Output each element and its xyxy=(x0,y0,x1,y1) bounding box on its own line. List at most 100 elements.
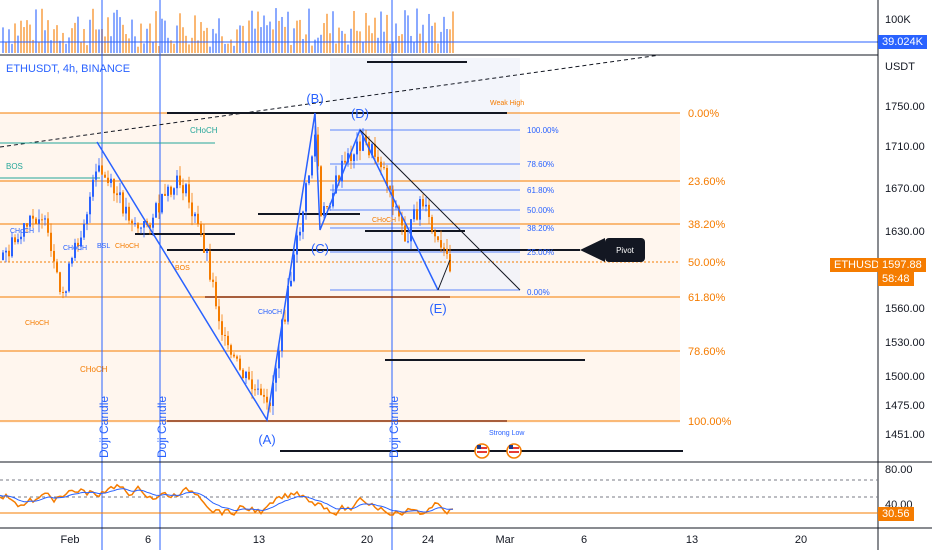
candle-body xyxy=(311,156,313,176)
volume-bar xyxy=(188,44,190,53)
candle-body xyxy=(119,192,121,196)
volume-bar xyxy=(419,33,421,53)
candle-body xyxy=(89,196,91,215)
volume-bar xyxy=(434,22,436,53)
candle-body xyxy=(71,257,73,264)
candle-body xyxy=(422,199,424,207)
candle-body xyxy=(182,185,184,194)
us-flag-icon[interactable] xyxy=(474,443,490,459)
candle-body xyxy=(65,291,67,293)
current-price-badge: 1597.88 xyxy=(878,258,926,272)
candle-body xyxy=(305,183,307,212)
volume-bar xyxy=(254,28,256,53)
candle-body xyxy=(380,161,382,168)
candle-body xyxy=(374,144,376,157)
volume-bar xyxy=(230,39,232,53)
candle-body xyxy=(107,177,109,183)
candle-body xyxy=(338,175,340,182)
volume-bar xyxy=(353,10,355,54)
volume-bar xyxy=(179,13,181,53)
volume-bar xyxy=(275,8,277,53)
candle-body xyxy=(113,178,115,194)
volume-bar xyxy=(59,40,61,53)
candle-body xyxy=(131,220,133,224)
candle-body xyxy=(416,209,418,220)
candle-body xyxy=(23,223,25,237)
candle-body xyxy=(44,218,46,220)
volume-bar xyxy=(281,16,283,53)
candle-body xyxy=(41,219,43,221)
volume-bar xyxy=(23,27,25,53)
candle-body xyxy=(386,167,388,186)
candle-body xyxy=(236,356,238,359)
inner-fib-382: 38.20% xyxy=(527,224,554,233)
volume-bar xyxy=(332,11,334,54)
symbol-title[interactable]: ETHUSDT, 4h, BINANCE xyxy=(6,63,131,75)
candle-body xyxy=(125,206,127,214)
volume-bar xyxy=(140,23,142,53)
candle-body xyxy=(314,134,316,157)
candle-body xyxy=(248,371,250,380)
volume-bar xyxy=(14,23,16,53)
wave-c-label: (C) xyxy=(311,241,329,256)
volume-bar xyxy=(311,45,313,53)
choch-small-2: CHoCH xyxy=(63,245,87,252)
volume-bar xyxy=(128,38,130,53)
candle-body xyxy=(170,186,172,195)
candle-body xyxy=(101,165,103,175)
volume-bar xyxy=(194,15,196,53)
candle-body xyxy=(260,388,262,395)
candle-body xyxy=(26,223,28,227)
volume-bar xyxy=(152,41,154,53)
candle-body xyxy=(32,215,34,219)
volume-bar xyxy=(377,37,379,53)
volume-bar xyxy=(65,43,67,53)
fib-inner-zone xyxy=(330,58,520,290)
volume-bar xyxy=(224,43,226,53)
volume-bar xyxy=(263,15,265,53)
candle-body xyxy=(410,219,412,242)
candle-body xyxy=(419,199,421,220)
volume-bar xyxy=(167,37,169,53)
volume-bar xyxy=(428,13,430,53)
candle-body xyxy=(215,281,217,307)
candle-body xyxy=(92,179,94,197)
volume-bar xyxy=(74,22,76,53)
time-tick: 13 xyxy=(686,534,698,546)
rsi-tick: 80.00 xyxy=(885,464,913,476)
wave-path[interactable] xyxy=(96,112,439,423)
volume-bar xyxy=(146,28,148,53)
volume-bar xyxy=(26,20,28,53)
candle-body xyxy=(434,231,436,237)
candle-body xyxy=(254,389,256,391)
fib-label-618: 61.80% xyxy=(688,292,726,304)
volume-bar xyxy=(320,34,322,53)
time-tick: 13 xyxy=(253,534,265,546)
volume-bar xyxy=(380,11,382,54)
candle-body xyxy=(173,188,175,195)
trendline[interactable] xyxy=(0,54,661,148)
volume-bar xyxy=(416,8,418,53)
candle-body xyxy=(242,369,244,379)
volume-bar xyxy=(107,17,109,53)
candle-body xyxy=(200,223,202,234)
us-flag-icon[interactable] xyxy=(506,443,522,459)
doji-label-3: Doji Candle xyxy=(387,396,401,458)
volume-bar xyxy=(17,35,19,53)
currency-label: USDT xyxy=(885,61,915,73)
volume-bar xyxy=(443,16,445,53)
candle-body xyxy=(134,223,136,225)
choch-small-3: CHoCH xyxy=(115,243,139,250)
candle-body xyxy=(5,250,7,253)
wave-a-label: (A) xyxy=(258,432,275,447)
candle-body xyxy=(365,135,367,142)
candle-body xyxy=(194,213,196,217)
time-tick: 20 xyxy=(795,534,807,546)
volume-bar xyxy=(113,12,115,54)
inner-fib-0: 0.00% xyxy=(527,288,550,297)
candle-body xyxy=(47,218,49,233)
rsi-line xyxy=(0,483,454,517)
candle-body xyxy=(320,166,322,216)
fib-label-100: 100.00% xyxy=(688,416,732,428)
